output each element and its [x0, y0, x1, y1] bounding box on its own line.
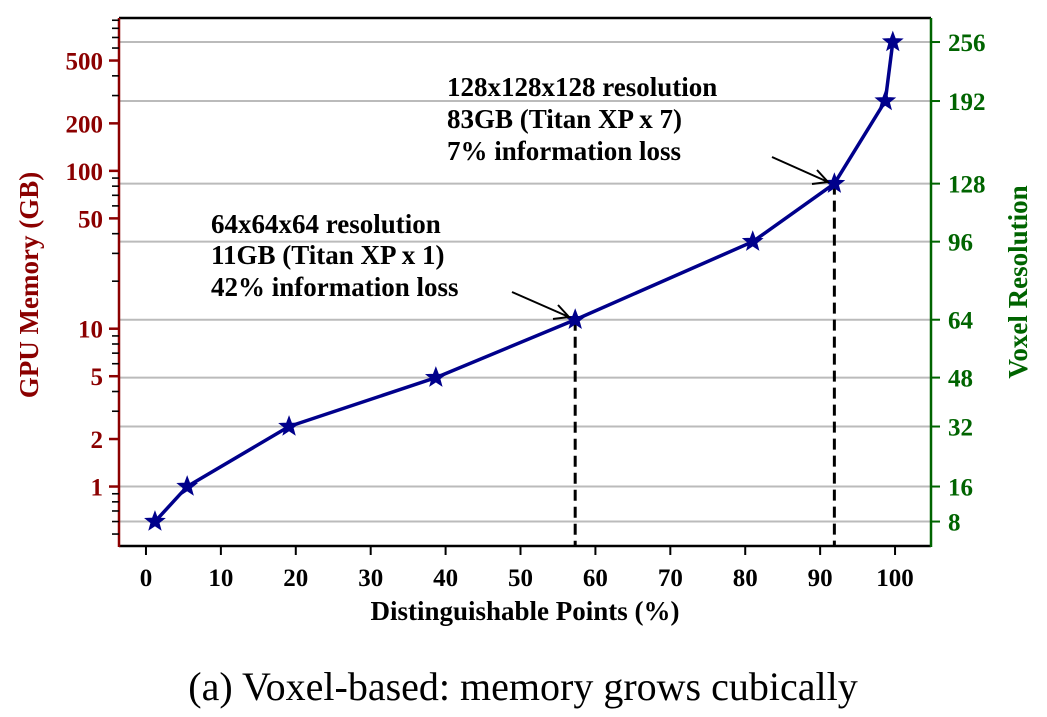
y-left-tick-label: 50: [78, 206, 103, 233]
x-tick-label: 30: [358, 565, 383, 592]
x-tick-label: 70: [658, 565, 683, 592]
y-left-tick-label: 1: [91, 475, 104, 502]
y-right-tick-label: 48: [948, 366, 973, 393]
x-axis-title: Distinguishable Points (%): [370, 596, 679, 626]
annotation-arrow-128: [771, 156, 831, 185]
y-right-tick-label: 256: [948, 30, 986, 57]
x-tick-label: 40: [433, 565, 458, 592]
y-left-tick-label: 100: [66, 159, 104, 186]
annotation-128-line2: 83GB (Titan XP x 7): [447, 104, 682, 134]
x-tick-label: 50: [508, 565, 533, 592]
figure-caption: (a) Voxel-based: memory grows cubically: [188, 664, 857, 709]
gridlines: [119, 41, 931, 523]
y-right-tick-label: 192: [948, 89, 986, 116]
y-right-tick-label: 16: [948, 475, 973, 502]
axis-titles: Distinguishable Points (%) GPU Memory (G…: [14, 172, 1033, 709]
data-series: [144, 30, 904, 531]
star-marker: [881, 30, 904, 52]
x-tick-label: 80: [733, 565, 758, 592]
annotation-64-line1: 64x64x64 resolution: [211, 209, 441, 239]
y-left-tick-label: 2: [91, 427, 104, 454]
annotation-64-line2: 11GB (Titan XP x 1): [211, 240, 445, 270]
x-tick-label: 60: [583, 565, 608, 592]
star-marker: [176, 475, 199, 496]
y-right-tick-label: 8: [948, 510, 961, 537]
annotation-64-line3: 42% information loss: [211, 272, 459, 302]
x-tick-label: 10: [208, 565, 233, 592]
x-tick-label: 20: [283, 565, 308, 592]
y-axis-right-title: Voxel Resolution: [1003, 185, 1033, 378]
y-axis-left-title: GPU Memory (GB): [14, 172, 44, 398]
star-marker: [144, 510, 166, 531]
axes: 0 10 20 30 40 50 60 70 80 90 100 1 2 5 10 50 100 200 500 8 1…: [66, 16, 986, 592]
y-right-tick-label: 96: [948, 230, 973, 257]
x-tick-label: 0: [140, 565, 153, 592]
y-left-tick-label: 10: [78, 317, 103, 344]
y-right-tick-label: 32: [948, 415, 973, 442]
annotation-128-line1: 128x128x128 resolution: [447, 72, 717, 102]
annotations: 64x64x64 resolution 11GB (Titan XP x 1) …: [211, 72, 831, 320]
y-right-tick-label: 64: [948, 308, 974, 335]
y-left-tick-label: 500: [66, 49, 104, 76]
y-right-tick-label: 128: [948, 172, 986, 199]
star-marker: [424, 366, 447, 387]
dashed-reference-lines: [573, 183, 836, 546]
x-tick-label: 90: [808, 565, 833, 592]
star-marker: [874, 89, 897, 111]
star-marker: [278, 415, 300, 436]
star-marker: [741, 230, 764, 251]
annotation-arrow-64: [511, 291, 572, 320]
y-left-tick-label: 5: [91, 364, 104, 391]
annotation-128-line3: 7% information loss: [447, 136, 681, 166]
y-left-tick-label: 200: [66, 111, 104, 138]
x-tick-label: 100: [876, 565, 914, 592]
